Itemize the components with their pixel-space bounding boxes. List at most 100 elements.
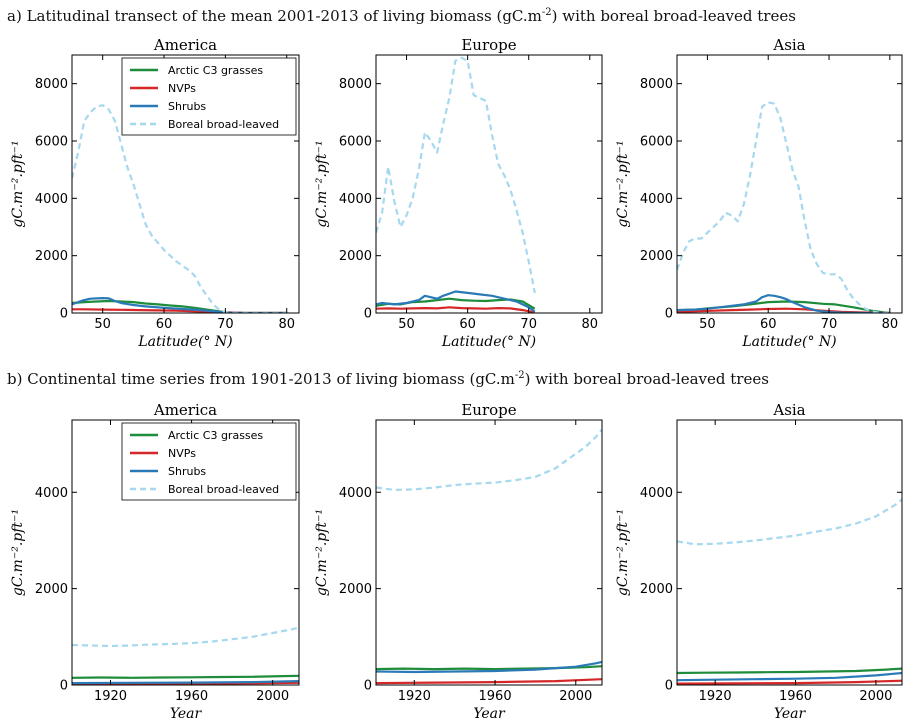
y-tick-label: 0	[60, 679, 68, 694]
series-line-shrubs	[376, 660, 602, 674]
x-axis-label: Year	[774, 706, 807, 722]
chart-panel-4: 1920 1960 2000 0 2000 4000 Europe Year gC.m⁻².pf…	[314, 401, 603, 722]
series-line-shrubs	[677, 671, 902, 682]
y-tick-label: 6000	[35, 135, 68, 150]
y-axis-label: gC.m⁻².pft⁻¹	[10, 140, 26, 227]
x-tick-label: 60	[156, 317, 173, 332]
section-b-title-main: b) Continental time series from 1901-201…	[7, 370, 515, 388]
axes-frame	[676, 419, 903, 686]
y-tick-label: 0	[364, 307, 372, 322]
series-lines	[677, 101, 890, 313]
x-tick-label: 80	[278, 317, 295, 332]
section-b-title-superscript: -2	[514, 370, 525, 381]
chart-panel-2: 50 60 70 80 0 2000 4000 6000 8000 Asia Latitude(° …	[615, 36, 903, 350]
y-tick-label: 2000	[339, 249, 372, 264]
x-axis-label: Latitude(° N)	[441, 334, 536, 350]
panel-title: Europe	[461, 36, 516, 54]
series-line-boreal-broad-leaved	[376, 428, 602, 491]
legend: Arctic C3 grasses NVPs Shrubs Boreal broad-…	[121, 422, 297, 501]
x-tick-label: 1920	[94, 689, 127, 704]
series-lines	[677, 498, 902, 685]
y-tick-label: 2000	[640, 249, 673, 264]
y-tick-label: 6000	[640, 135, 673, 150]
y-tick-label: 8000	[640, 77, 673, 92]
series-line-boreal-broad-leaved	[72, 104, 287, 313]
y-axis-label: gC.m⁻².pft⁻¹	[615, 509, 631, 596]
legend-label: Boreal broad-leaved	[168, 118, 279, 131]
series-line-boreal-broad-leaved	[376, 56, 536, 294]
y-tick-label: 6000	[339, 135, 372, 150]
legend-label: Arctic C3 grasses	[168, 64, 263, 77]
x-tick-label: 50	[94, 317, 111, 332]
x-tick-label: 50	[398, 317, 415, 332]
x-axis-label: Year	[473, 706, 506, 722]
series-line-arctic-c3-grasses	[677, 667, 902, 675]
y-tick-label: 8000	[339, 77, 372, 92]
section-b-title-tail: ) with boreal broad-leaved trees	[524, 370, 769, 388]
section-a-title-tail: ) with boreal broad-leaved trees	[551, 7, 796, 25]
chart-panel-5: 1920 1960 2000 0 2000 4000 Asia Year gC.m⁻².pft⁻…	[615, 401, 903, 722]
section-a-title-superscript: -2	[541, 7, 552, 18]
y-tick-label: 2000	[640, 582, 673, 597]
y-tick-label: 0	[364, 679, 372, 694]
x-tick-label: 70	[821, 317, 838, 332]
y-tick-label: 8000	[35, 77, 68, 92]
x-tick-label: 2000	[859, 689, 892, 704]
axes-frame	[375, 54, 603, 314]
axes-frame	[676, 54, 903, 314]
series-line-shrubs	[72, 297, 287, 313]
legend-label: Arctic C3 grasses	[168, 429, 263, 442]
y-tick-label: 0	[60, 307, 68, 322]
y-tick-label: 2000	[35, 249, 68, 264]
y-axis-label: gC.m⁻².pft⁻¹	[615, 140, 631, 227]
x-tick-label: 80	[582, 317, 599, 332]
series-line-arctic-c3-grasses	[72, 674, 299, 679]
x-tick-label: 70	[520, 317, 537, 332]
panel-title: Asia	[772, 36, 805, 54]
y-tick-label: 4000	[640, 486, 673, 501]
legend-label: Boreal broad-leaved	[168, 483, 279, 496]
legend-label: NVPs	[168, 82, 196, 95]
x-tick-label: 80	[882, 317, 899, 332]
series-line-boreal-broad-leaved	[677, 101, 890, 313]
series-line-shrubs	[376, 290, 536, 313]
y-axis-label: gC.m⁻².pft⁻¹	[314, 509, 330, 596]
y-tick-label: 0	[665, 679, 673, 694]
chart-panel-1: 50 60 70 80 0 2000 4000 6000 8000 Europe Latitude(…	[314, 36, 603, 350]
axes-frame	[71, 419, 300, 686]
legend-label: NVPs	[168, 447, 196, 460]
chart-panel-0: 50 60 70 80 0 2000 4000 6000 8000 America Latitude…	[10, 36, 300, 350]
panel-title: Europe	[461, 401, 516, 419]
series-lines	[376, 428, 602, 685]
x-tick-label: 1960	[175, 689, 208, 704]
series-line-nvps	[376, 306, 536, 313]
y-tick-label: 4000	[339, 486, 372, 501]
series-lines	[376, 56, 536, 313]
series-line-boreal-broad-leaved	[677, 498, 902, 546]
axes-frame	[71, 54, 300, 314]
x-tick-label: 2000	[559, 689, 592, 704]
legend-label: Shrubs	[168, 100, 206, 113]
panel-title: Asia	[772, 401, 805, 419]
panel-title: America	[153, 36, 217, 54]
section-b-title: b) Continental time series from 1901-201…	[7, 370, 769, 388]
axes-frame	[375, 419, 603, 686]
series-line-nvps	[677, 679, 902, 685]
section-a-title: a) Latitudinal transect of the mean 2001…	[7, 7, 796, 25]
series-line-nvps	[376, 678, 602, 685]
y-tick-label: 2000	[35, 582, 68, 597]
series-line-boreal-broad-leaved	[72, 626, 299, 648]
y-tick-label: 4000	[35, 192, 68, 207]
chart-panel-3: 1920 1960 2000 0 2000 4000 America Year gC.m⁻².p…	[10, 401, 300, 722]
panel-title: America	[153, 401, 217, 419]
y-tick-label: 0	[665, 307, 673, 322]
y-tick-label: 2000	[339, 582, 372, 597]
series-lines	[72, 104, 287, 313]
x-tick-label: 1920	[699, 689, 732, 704]
y-tick-label: 4000	[640, 192, 673, 207]
x-tick-label: 60	[459, 317, 476, 332]
x-axis-label: Year	[170, 706, 203, 722]
x-tick-label: 50	[699, 317, 716, 332]
y-axis-label: gC.m⁻².pft⁻¹	[10, 509, 26, 596]
x-tick-label: 1960	[479, 689, 512, 704]
